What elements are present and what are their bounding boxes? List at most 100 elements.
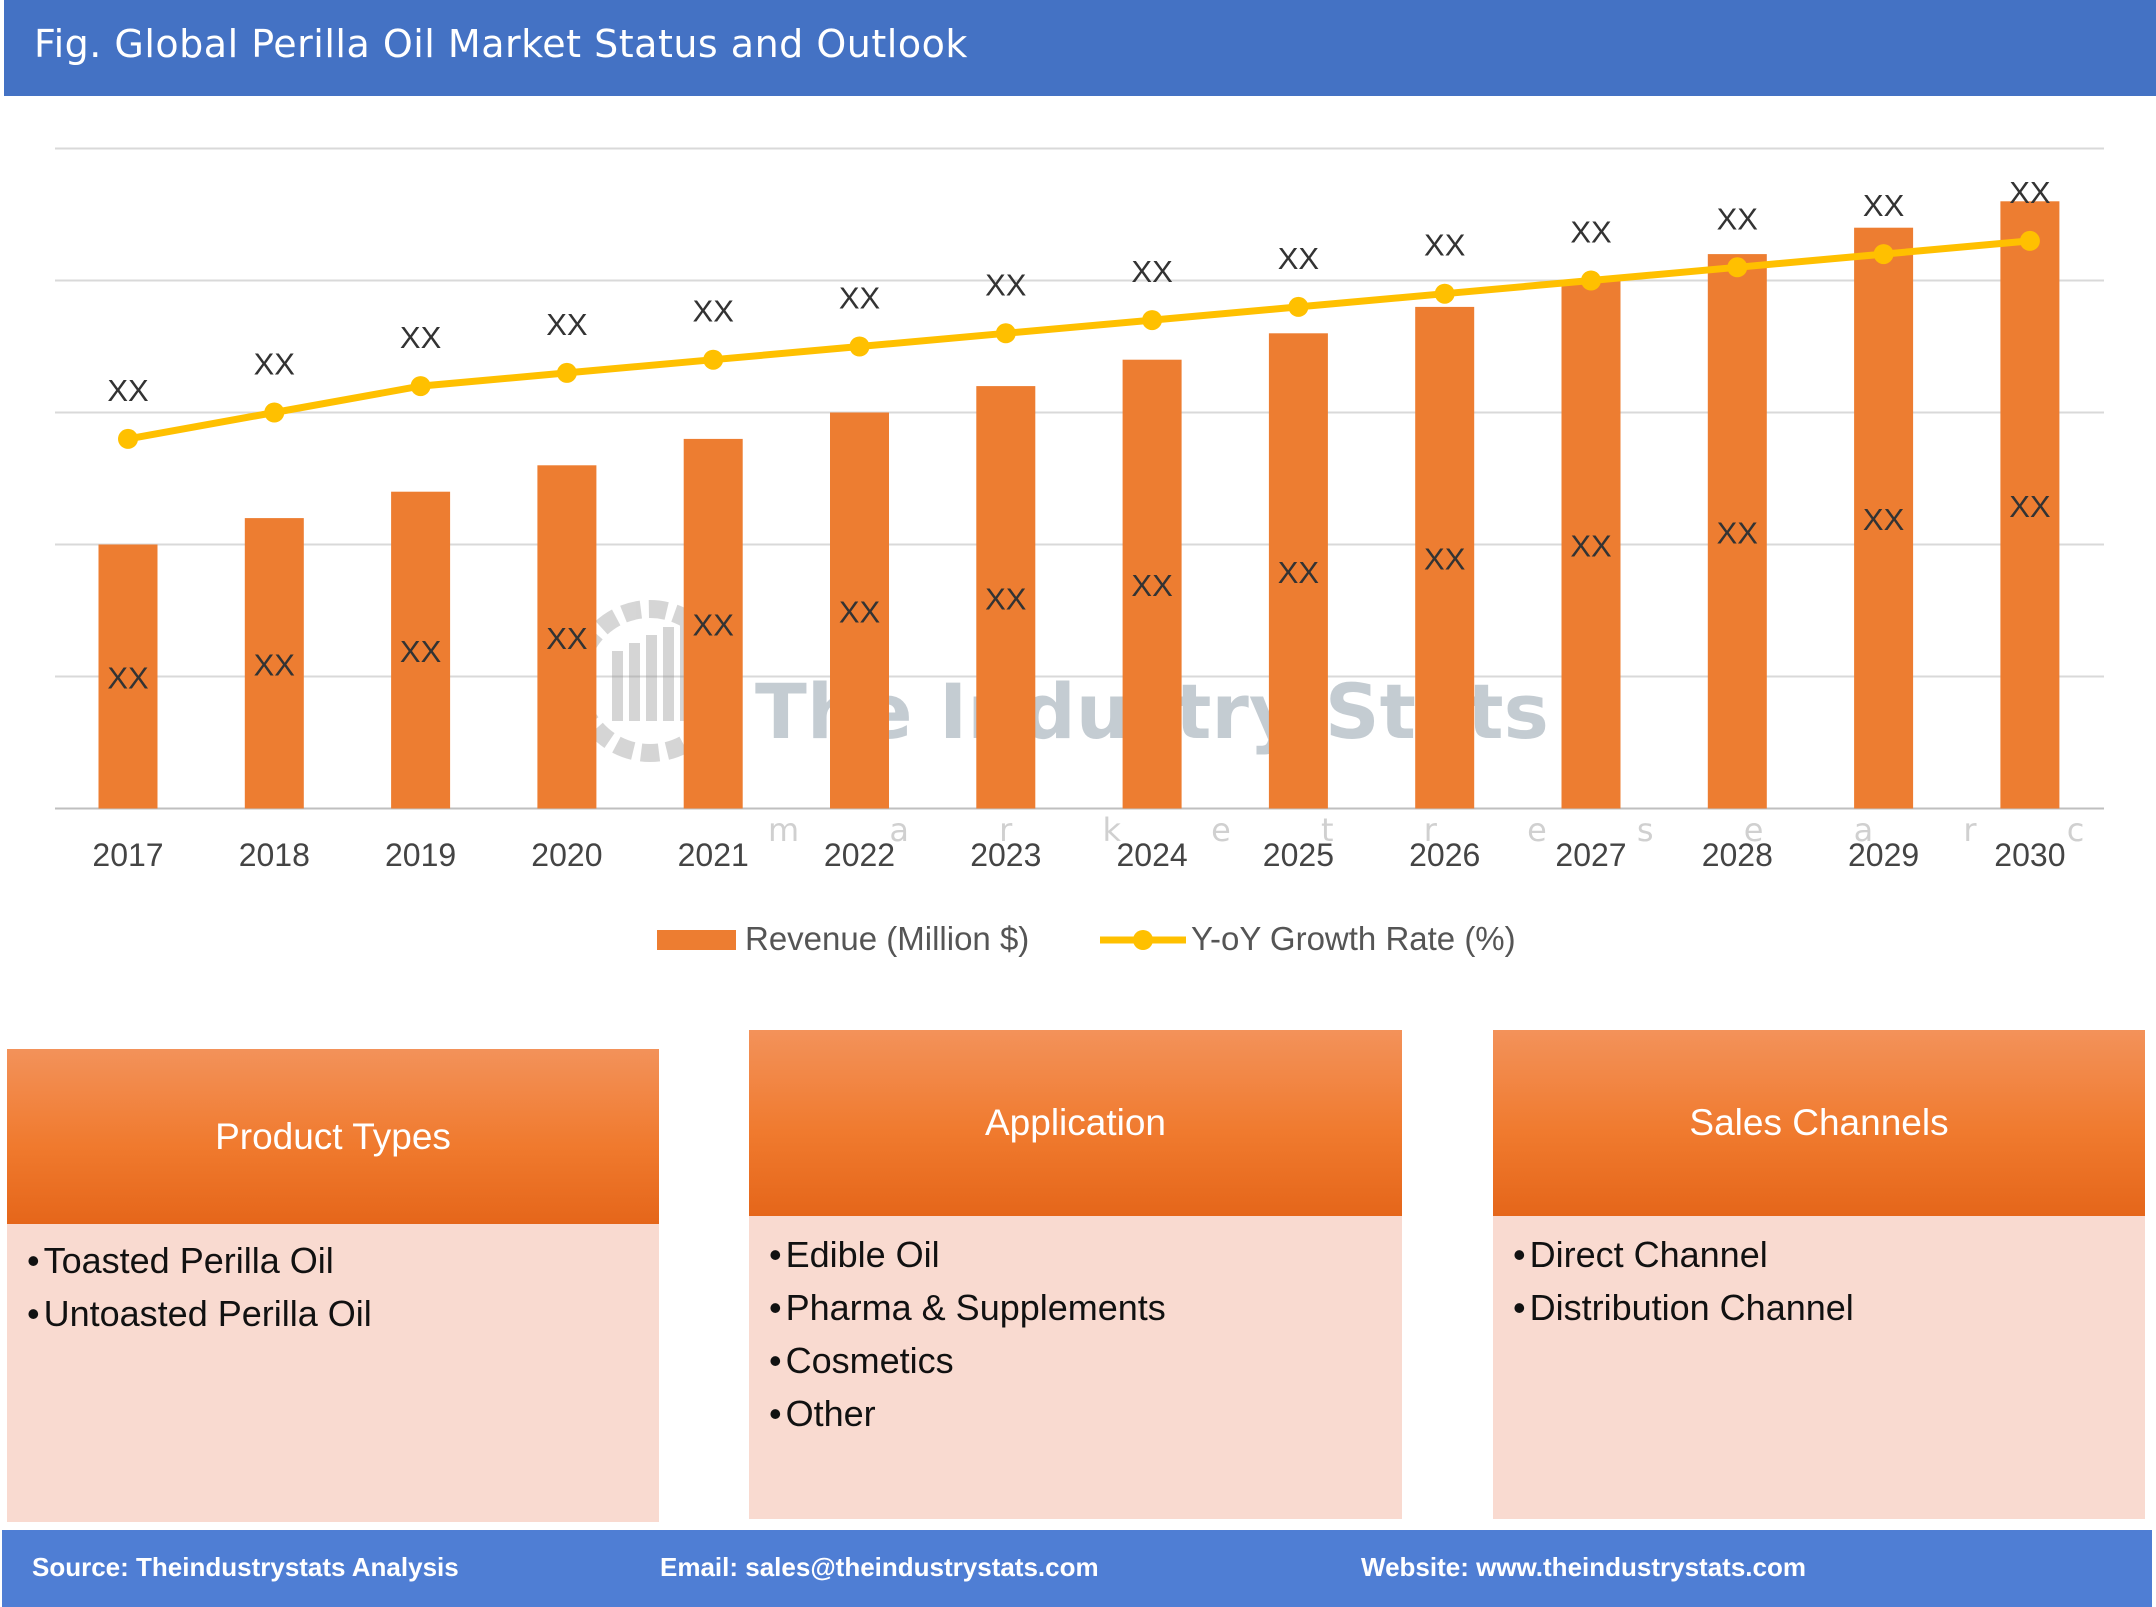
bar-label: XX — [1570, 529, 1612, 564]
growth-label: XX — [985, 267, 1027, 302]
growth-label: XX — [839, 281, 881, 316]
bar-label: XX — [985, 581, 1027, 616]
bar-2019 — [391, 491, 451, 809]
growth-point-2028 — [1727, 257, 1748, 278]
legend-growth: Y-oY Growth Rate (%) — [1191, 920, 1516, 957]
x-tick-label: 2022 — [824, 837, 895, 873]
x-tick-label: 2025 — [1263, 837, 1334, 873]
bar-label: XX — [400, 634, 442, 669]
growth-label: XX — [107, 373, 149, 408]
footer-source: Source: Theindustrystats Analysis — [32, 1552, 459, 1582]
footer-website[interactable]: Website: www.theindustrystats.com — [1361, 1552, 1806, 1582]
growth-point-2029 — [1873, 244, 1894, 265]
revenue-growth-chart: The Industry Statsm a r k e t r e s e a … — [55, 147, 2156, 957]
growth-label: XX — [1131, 254, 1173, 289]
figure-header: Fig. Global Perilla Oil Market Status an… — [4, 0, 2156, 96]
x-tick-label: 2028 — [1702, 837, 1773, 873]
growth-label: XX — [2009, 175, 2051, 210]
x-tick-label: 2029 — [1848, 837, 1919, 873]
segment-product-types: Product Types Toasted Perilla Oil Untoas… — [7, 1049, 659, 1522]
bar-label: XX — [1131, 568, 1173, 603]
growth-label: XX — [1717, 201, 1759, 236]
watermark-building-icon — [646, 635, 657, 721]
footer: Source: Theindustrystats Analysis Email:… — [2, 1530, 2152, 1607]
legend-bar-swatch — [657, 930, 736, 950]
growth-point-2022 — [849, 336, 870, 357]
list-item: Untoasted Perilla Oil — [27, 1287, 372, 1340]
bar-label: XX — [107, 661, 149, 696]
bar-2030 — [2000, 201, 2060, 809]
growth-label: XX — [546, 307, 588, 342]
growth-point-2018 — [264, 402, 285, 423]
bar-2017 — [98, 544, 158, 809]
bar-label: XX — [546, 621, 588, 656]
x-tick-label: 2019 — [385, 837, 456, 873]
list-item: Toasted Perilla Oil — [27, 1234, 372, 1287]
segment-title: Product Types — [7, 1049, 659, 1224]
bar-label: XX — [254, 647, 296, 682]
watermark-building-icon — [629, 643, 640, 721]
segment-title: Sales Channels — [1493, 1030, 2145, 1216]
growth-label: XX — [1863, 188, 1905, 223]
segment-title: Application — [749, 1030, 1402, 1216]
x-tick-label: 2020 — [531, 837, 602, 873]
figure-title: Fig. Global Perilla Oil Market Status an… — [34, 22, 968, 66]
bar-label: XX — [1424, 542, 1466, 577]
footer-email[interactable]: Email: sales@theindustrystats.com — [660, 1552, 1099, 1582]
x-tick-label: 2030 — [1994, 837, 2065, 873]
segment-list: Edible Oil Pharma & Supplements Cosmetic… — [769, 1228, 1166, 1440]
growth-point-2025 — [1288, 296, 1309, 317]
growth-label: XX — [693, 294, 735, 329]
bar-2024 — [1122, 359, 1182, 809]
growth-label: XX — [1424, 228, 1466, 263]
growth-point-2024 — [1142, 310, 1163, 331]
bar-2018 — [244, 518, 304, 809]
bar-2020 — [537, 465, 597, 809]
bar-2023 — [976, 386, 1036, 809]
growth-point-2027 — [1581, 270, 1601, 291]
watermark: The Industry Statsm a r k e t r e s e a … — [569, 600, 2156, 849]
growth-label: XX — [1570, 215, 1612, 250]
x-tick-label: 2026 — [1409, 837, 1480, 873]
segment-list: Toasted Perilla Oil Untoasted Perilla Oi… — [27, 1234, 372, 1340]
x-tick-label: 2018 — [239, 837, 310, 873]
growth-label: XX — [400, 320, 442, 355]
segment-sales-channels: Sales Channels Direct Channel Distributi… — [1493, 1030, 2145, 1519]
bar-2027 — [1561, 280, 1621, 809]
bar-label: XX — [1717, 515, 1759, 550]
growth-label: XX — [254, 347, 296, 382]
list-item: Edible Oil — [769, 1228, 1166, 1281]
watermark-tagline: m a r k e t r e s e a r c h — [768, 811, 2156, 849]
bar-2022 — [830, 412, 889, 809]
growth-line — [127, 237, 2031, 443]
list-item: Cosmetics — [769, 1334, 1166, 1387]
bar-2029 — [1854, 227, 1914, 809]
growth-point-2030 — [2019, 230, 2040, 251]
bar-label: XX — [1863, 502, 1905, 537]
segment-application: Application Edible Oil Pharma & Suppleme… — [749, 1030, 1402, 1519]
list-item: Other — [769, 1387, 1166, 1440]
list-item: Distribution Channel — [1513, 1281, 1854, 1334]
bar-label: XX — [839, 595, 881, 630]
growth-point-2026 — [1434, 283, 1455, 304]
growth-point-2023 — [995, 323, 1016, 344]
growth-point-2020 — [556, 362, 577, 383]
growth-point-2021 — [703, 349, 724, 370]
bar-2028 — [1707, 254, 1767, 809]
segment-list: Direct Channel Distribution Channel — [1513, 1228, 1854, 1334]
x-tick-label: 2017 — [92, 837, 163, 873]
bar-label: XX — [1278, 555, 1320, 590]
growth-label: XX — [1278, 241, 1320, 276]
bar-label: XX — [2009, 489, 2051, 524]
legend-revenue: Revenue (Million $) — [745, 920, 1029, 957]
x-tick-label: 2021 — [678, 837, 749, 873]
bar-2025 — [1268, 333, 1328, 809]
growth-point-2019 — [410, 376, 431, 397]
watermark-building-icon — [663, 627, 674, 721]
bar-label: XX — [693, 608, 735, 643]
bar-2026 — [1415, 306, 1475, 809]
list-item: Pharma & Supplements — [769, 1281, 1166, 1334]
x-tick-label: 2023 — [970, 837, 1041, 873]
x-tick-label: 2024 — [1117, 837, 1188, 873]
x-tick-label: 2027 — [1555, 837, 1626, 873]
